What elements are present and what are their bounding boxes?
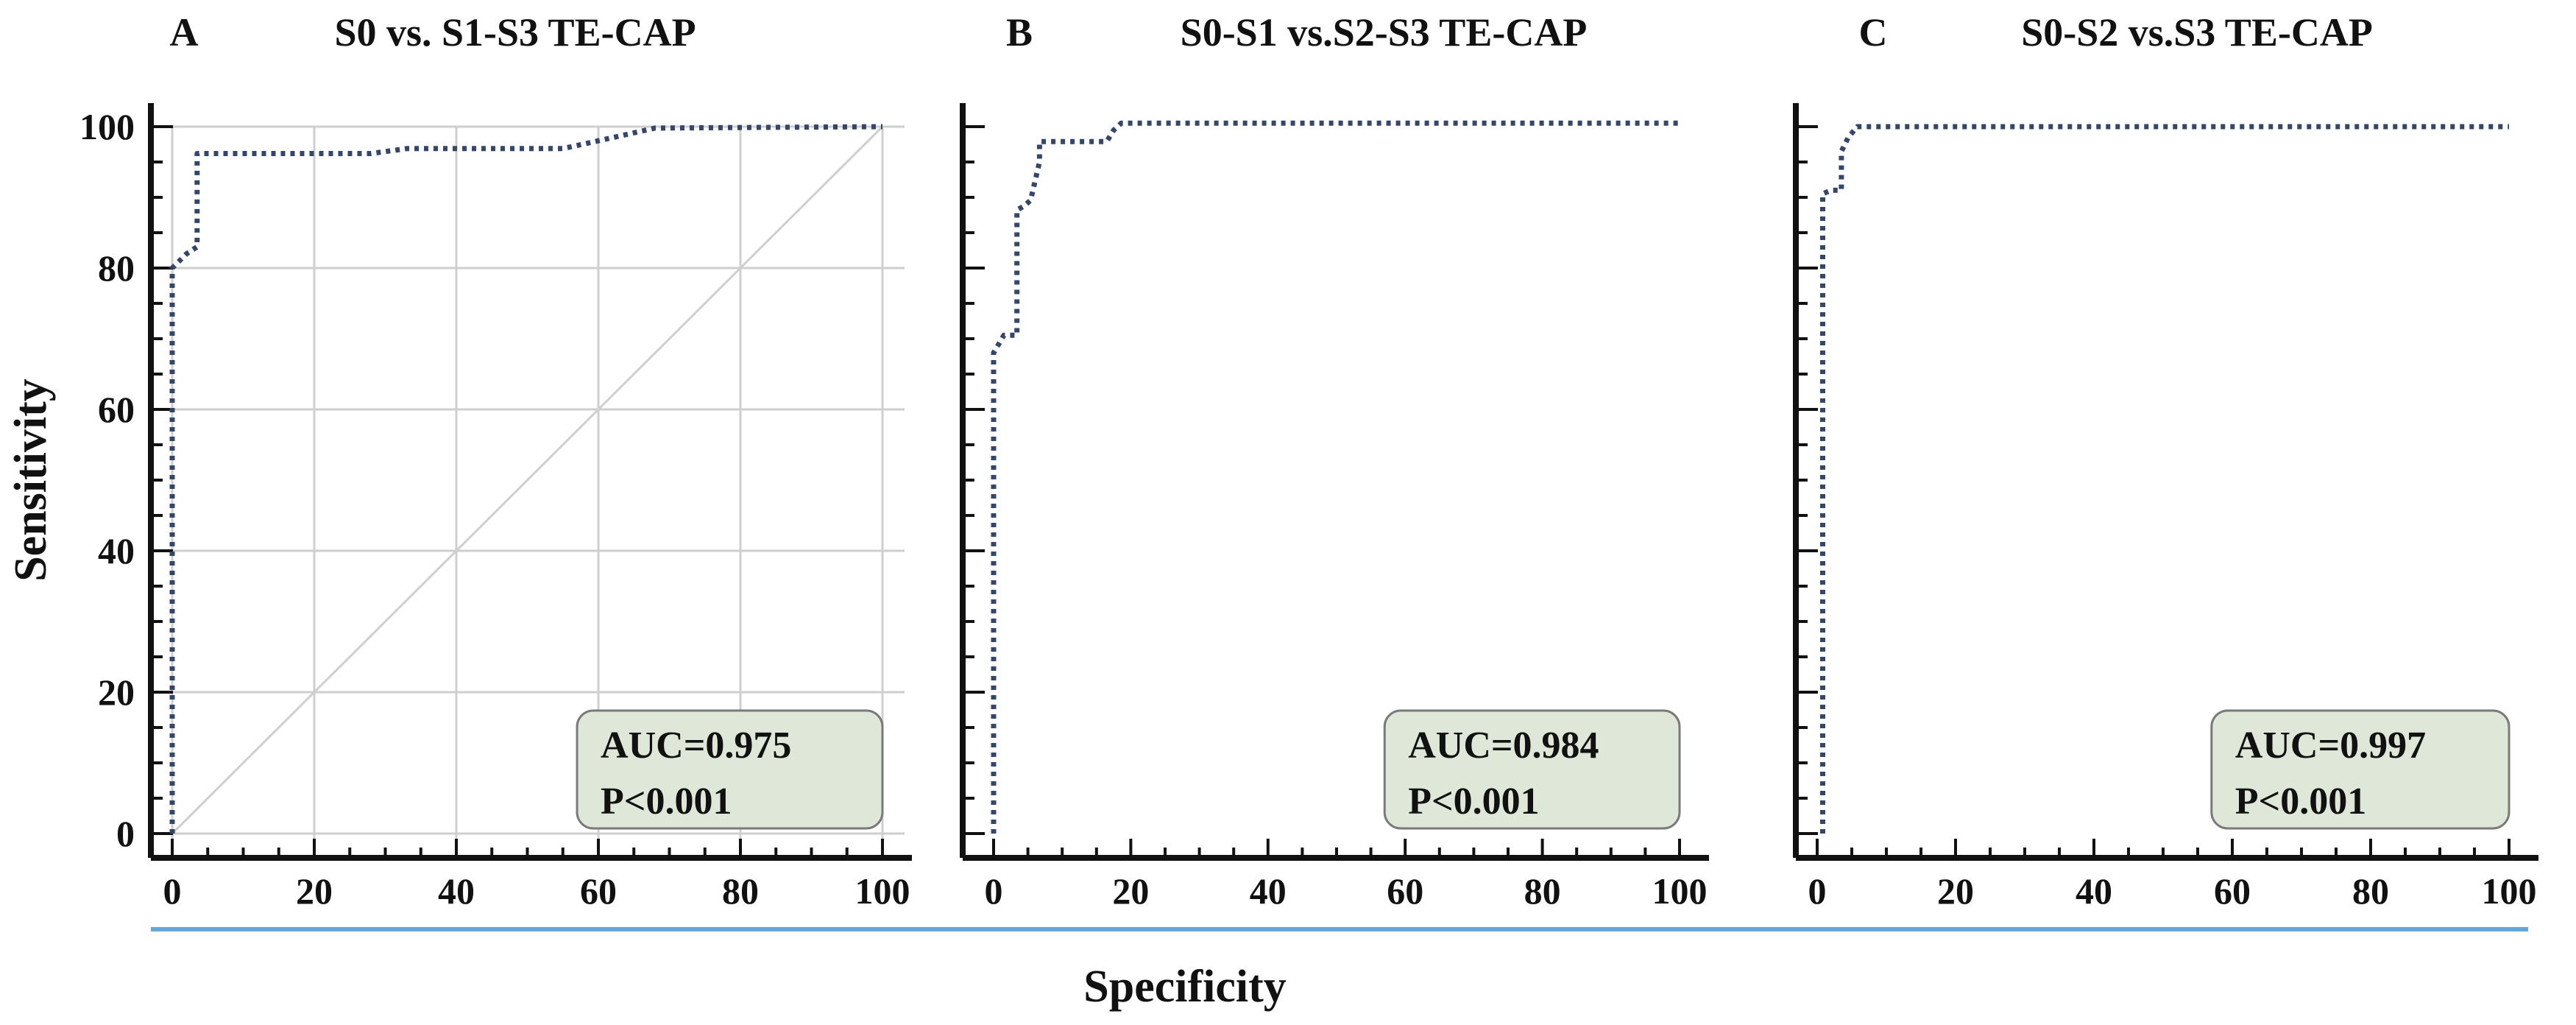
- panel-title: S0-S2 vs.S3 TE-CAP: [2021, 10, 2373, 54]
- panel-title: S0-S1 vs.S2-S3 TE-CAP: [1181, 10, 1588, 54]
- annotation-box: [576, 709, 884, 830]
- x-tick-label: 100: [2482, 870, 2537, 912]
- x-tick-label: 80: [2352, 870, 2389, 912]
- y-tick-label: 100: [79, 106, 135, 147]
- auc-annotation: AUC=0.997 P<0.001: [2210, 709, 2510, 830]
- auc-annotation: AUC=0.975 P<0.001: [576, 709, 884, 830]
- auc-value: AUC=0.984: [1408, 725, 1599, 767]
- annotation-box: [1383, 709, 1681, 830]
- x-tick-label: 60: [580, 870, 617, 912]
- panel-label: C: [1859, 10, 1888, 54]
- panel-c: C S0-S2 vs.S3 TE-CAP 0 20 40 60 80 100 AUC=0.997…: [1793, 10, 2538, 912]
- panel-label: B: [1006, 10, 1033, 54]
- roc-curve: [169, 124, 883, 834]
- y-tick-label: 80: [98, 247, 135, 289]
- x-tick-label: 80: [1524, 870, 1561, 912]
- y-tick-label: 20: [98, 672, 135, 713]
- y-tick-label: 40: [98, 530, 135, 571]
- x-tick-label: 80: [722, 870, 759, 912]
- reference-diagonal: [171, 125, 884, 835]
- x-tick-label: 20: [1937, 870, 1974, 912]
- panel-a: A S0 vs. S1-S3 TE-CAP 0 20 40 60 80 100 0 20 40 60 8…: [79, 10, 912, 912]
- x-axis-label: Specificity: [1083, 962, 1287, 1012]
- auc-value: AUC=0.975: [601, 725, 791, 767]
- x-tick-label: 0: [985, 870, 1003, 912]
- x-tick-label: 20: [1112, 870, 1149, 912]
- x-tick-label: 100: [1652, 870, 1708, 912]
- panel-title: S0 vs. S1-S3 TE-CAP: [334, 10, 696, 54]
- auc-value: AUC=0.997: [2235, 725, 2426, 767]
- auc-annotation: AUC=0.984 P<0.001: [1383, 709, 1681, 830]
- x-tick-label: 60: [1387, 870, 1423, 912]
- annotation-box: [2210, 709, 2510, 830]
- y-tick-label: 0: [116, 813, 135, 854]
- x-tick-label: 100: [855, 870, 910, 912]
- x-tick-label: 0: [1808, 870, 1827, 912]
- x-tick-label: 20: [296, 870, 333, 912]
- x-tick-label: 40: [1250, 870, 1287, 912]
- x-tick-label: 40: [2076, 870, 2112, 912]
- x-tick-label: 0: [163, 870, 182, 912]
- panel-b: B S0-S1 vs.S2-S3 TE-CAP 0 20 40 60 80 100 AUC=0.…: [960, 10, 1709, 912]
- x-tick-label: 60: [2214, 870, 2251, 912]
- p-value: P<0.001: [1408, 781, 1539, 823]
- panel-label: A: [170, 10, 199, 54]
- p-value: P<0.001: [601, 781, 732, 823]
- roc-curve: [991, 120, 1680, 834]
- p-value: P<0.001: [2235, 781, 2366, 823]
- y-tick-label: 60: [98, 389, 135, 430]
- y-axis-label: Sensitivity: [6, 378, 56, 582]
- x-tick-label: 40: [438, 870, 475, 912]
